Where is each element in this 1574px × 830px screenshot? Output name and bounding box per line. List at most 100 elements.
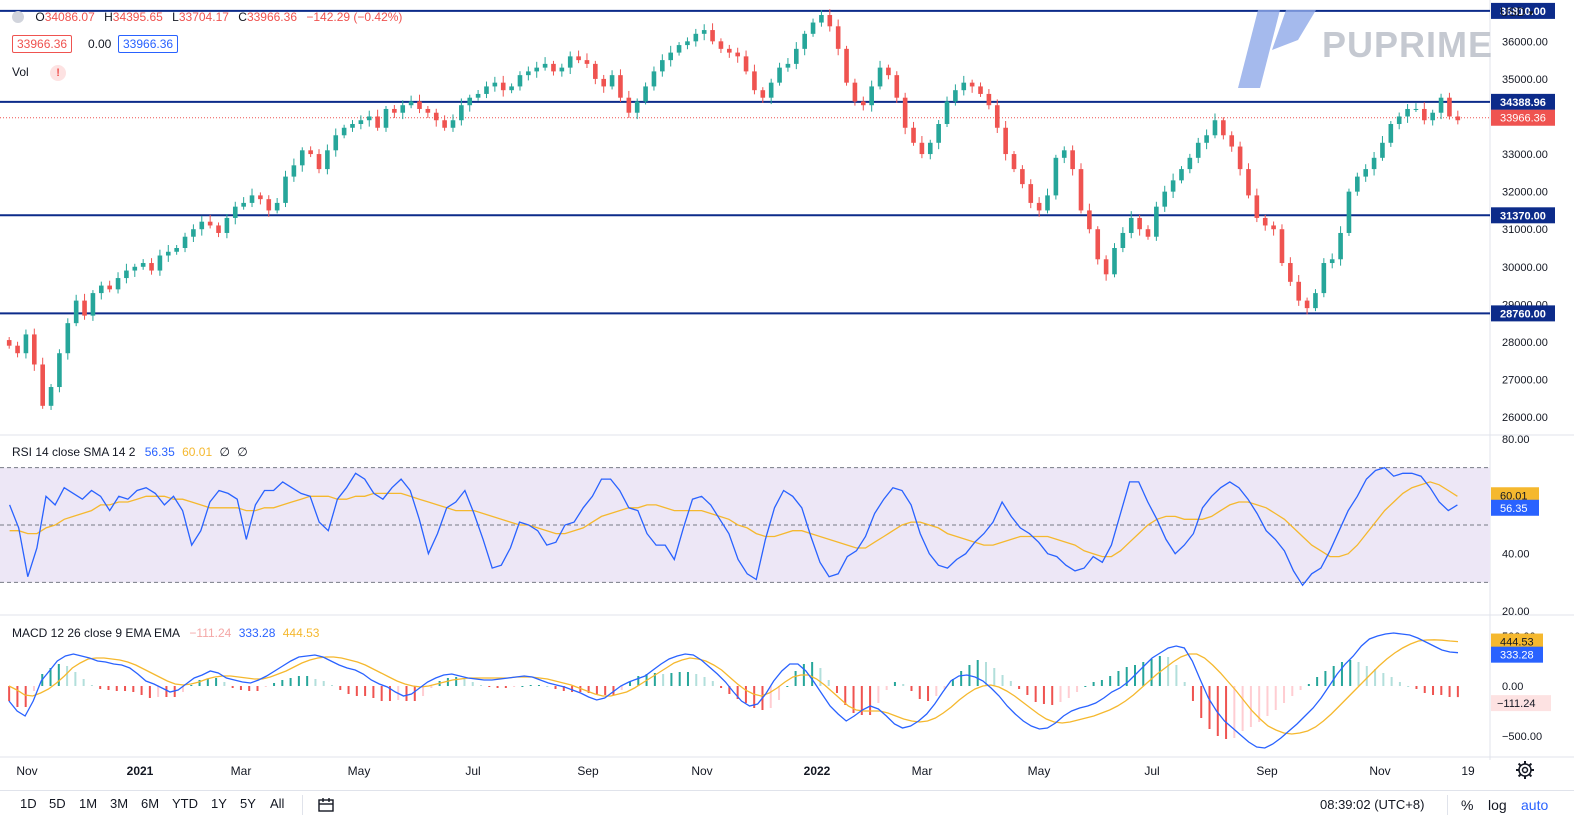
macd-histogram-bar (1249, 686, 1252, 727)
candle-body (299, 150, 305, 166)
macd-histogram-bar (960, 671, 963, 686)
gear-icon[interactable] (1515, 760, 1535, 780)
macd-histogram-bar (1092, 682, 1095, 686)
price-tick-label: 27000.00 (1502, 375, 1548, 387)
percent-scale-button[interactable]: % (1461, 797, 1474, 813)
timeframe-button-all[interactable]: All (270, 796, 285, 811)
candle-body (1020, 169, 1025, 185)
macd-histogram-bar (1274, 686, 1277, 710)
macd-histogram-bar (869, 686, 872, 715)
candle-body (216, 225, 221, 233)
macd-histogram-bar (388, 686, 391, 701)
candle-body (969, 82, 975, 87)
candle-body (1053, 157, 1059, 196)
candle-body (392, 108, 397, 113)
timeframe-button-1y[interactable]: 1Y (211, 796, 227, 811)
macd-signal-tag-label: 444.53 (1500, 637, 1534, 649)
candle-body (1380, 142, 1385, 158)
candle-body (626, 97, 632, 113)
candle-body (15, 345, 20, 354)
candle-body (601, 78, 607, 87)
timeframe-button-1m[interactable]: 1M (79, 796, 98, 811)
macd-histogram-bar (1009, 681, 1012, 686)
macd-histogram-bar (480, 685, 483, 686)
level-price-tag (1491, 207, 1555, 224)
logo-text: PUPRIME (1322, 24, 1494, 65)
candle-body (1447, 97, 1452, 117)
candle-body (869, 86, 874, 106)
candle-body (1087, 210, 1092, 230)
macd-histogram-bar (24, 686, 27, 707)
macd-histogram-bar (1084, 686, 1087, 687)
close-value: 33966.36 (246, 10, 297, 24)
macd-histogram-bar (488, 686, 491, 687)
rsi-value: 56.35 (144, 445, 175, 459)
macd-histogram-bar (347, 686, 350, 694)
candle-body (551, 63, 556, 72)
candle-body (860, 101, 866, 106)
candle-body (1321, 263, 1327, 294)
macd-histogram-bar (273, 683, 276, 686)
auto-scale-button[interactable]: auto (1521, 797, 1549, 813)
clock[interactable]: 08:39:02 (UTC+8) (1320, 797, 1425, 812)
compare-range-icon[interactable] (318, 797, 336, 813)
candle-body (1279, 229, 1285, 264)
timeframe-button-5d[interactable]: 5D (49, 796, 66, 811)
price-tick-label: 32000.00 (1502, 187, 1548, 199)
rsi-sma-tag-label: 60.01 (1500, 490, 1528, 502)
ask-price-box[interactable]: 33966.36 (118, 35, 179, 53)
candle-body (65, 323, 71, 354)
macd-histogram-bar (82, 679, 85, 686)
time-tick-label: Nov (1369, 764, 1390, 778)
macd-histogram-bar (852, 686, 855, 713)
warning-icon[interactable]: ! (50, 65, 67, 81)
candle-body (986, 93, 992, 106)
macd-histogram-bar (314, 679, 317, 686)
macd-histogram-bar (670, 673, 673, 686)
macd-histogram-bar (753, 686, 756, 708)
macd-histogram-bar (463, 678, 466, 686)
timeframe-button-ytd[interactable]: YTD (172, 796, 198, 811)
macd-histogram-bar (148, 686, 151, 698)
candle-body (492, 82, 498, 87)
timeframe-button-6m[interactable]: 6M (141, 796, 160, 811)
macd-histogram-bar (554, 686, 557, 689)
bid-price-box[interactable]: 33966.36 (12, 35, 73, 53)
candle-body (283, 176, 288, 203)
macd-histogram-bar (330, 685, 333, 686)
timeframe-button-5y[interactable]: 5Y (240, 796, 256, 811)
price-axis: 26000.0027000.0028000.0029000.0030000.00… (1491, 2, 1555, 743)
timeframe-button-3m[interactable]: 3M (110, 796, 129, 811)
candle-body (1187, 157, 1193, 170)
macd-histogram-bar (322, 681, 325, 686)
candle-body (953, 90, 958, 102)
currency-selector[interactable]: USD ▾ (1500, 5, 1533, 19)
candle-body (1070, 150, 1075, 170)
level-price-label: 31370.00 (1500, 210, 1546, 222)
chart-canvas[interactable]: 26000.0027000.0028000.0029000.0030000.00… (0, 0, 1574, 790)
macd-hist-value: −111.24 (189, 626, 232, 640)
candle-body (450, 120, 456, 128)
log-scale-button[interactable]: log (1488, 797, 1507, 813)
candle-body (1095, 229, 1101, 260)
candle-body (1162, 191, 1168, 207)
macd-histogram-bar (819, 668, 822, 686)
candle-body (500, 82, 506, 91)
macd-hist-tag (1491, 695, 1551, 712)
macd-histogram-bar (662, 674, 665, 686)
candle-body (994, 105, 1000, 128)
macd-histogram-bar (248, 686, 251, 691)
macd-histogram-bar (728, 686, 731, 694)
timeframe-button-1d[interactable]: 1D (20, 796, 37, 811)
macd-histogram-bar (405, 686, 408, 701)
macd-tag-label: 333.28 (1500, 650, 1534, 662)
candle-body (1271, 225, 1276, 230)
macd-histogram-bar (1026, 686, 1029, 695)
macd-histogram-bar (1299, 686, 1302, 690)
candle-body (475, 93, 481, 98)
macd-histogram-bar (786, 686, 789, 687)
macd-histogram-bar (1283, 686, 1286, 703)
price-tick-label: 28000.00 (1502, 337, 1548, 349)
rsi-tag (1491, 499, 1539, 516)
macd-histogram-bar (455, 677, 458, 686)
